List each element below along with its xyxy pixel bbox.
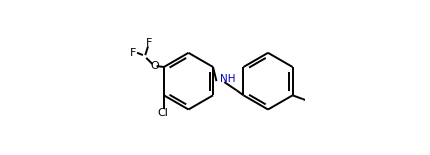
Text: Cl: Cl — [157, 108, 169, 118]
Text: O: O — [150, 61, 159, 71]
Text: NH: NH — [220, 74, 235, 84]
Text: F: F — [130, 48, 136, 58]
Text: F: F — [145, 38, 152, 48]
